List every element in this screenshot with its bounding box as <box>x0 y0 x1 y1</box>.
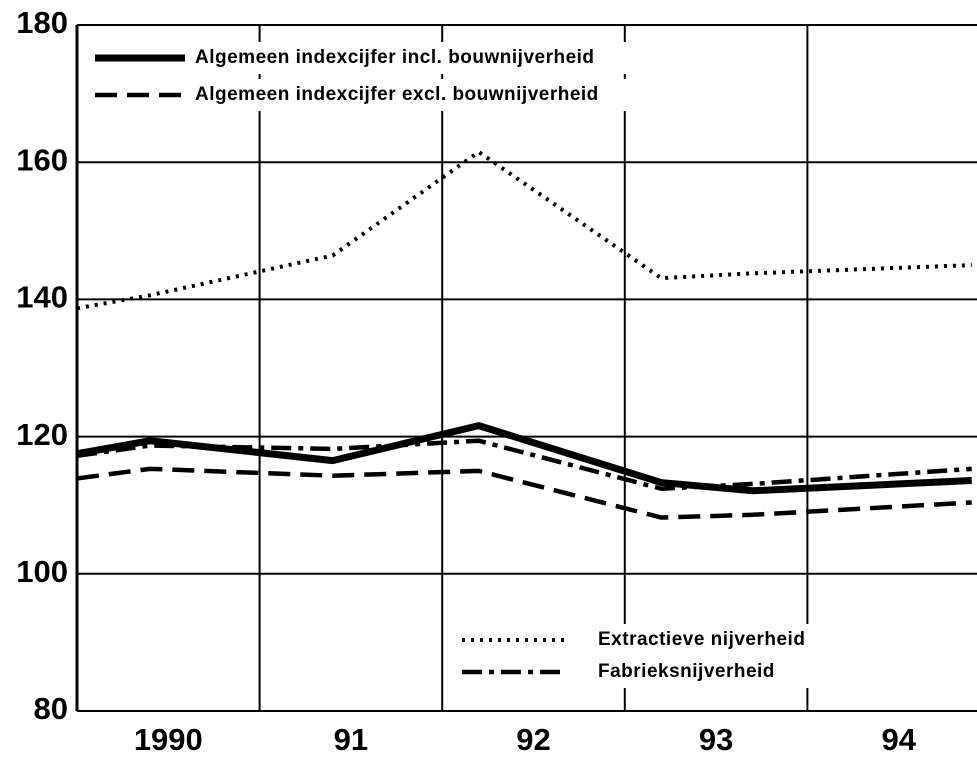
y-tick-label: 160 <box>16 142 68 177</box>
y-tick-label: 140 <box>16 280 68 315</box>
x-tick-label: 93 <box>699 722 733 757</box>
series-line <box>76 438 972 491</box>
x-tick-label: 92 <box>516 722 550 757</box>
series-line <box>76 422 972 495</box>
legend-label: Extractieve nijverheid <box>598 629 805 650</box>
y-tick-label: 100 <box>16 554 68 589</box>
x-tick-label: 91 <box>334 722 368 757</box>
legend-background <box>456 624 862 656</box>
legend-label: Fabrieksnijverheid <box>598 661 775 682</box>
y-tick-label: 180 <box>16 5 68 40</box>
legend-background <box>89 79 709 111</box>
legend-label: Algemeen indexcijfer incl. bouwnijverhei… <box>195 47 595 68</box>
series-line <box>76 466 972 520</box>
y-tick-label: 80 <box>34 691 68 726</box>
x-tick-label: 1990 <box>134 722 203 757</box>
x-tick-label: 94 <box>881 722 916 757</box>
series-line <box>76 149 972 311</box>
y-tick-label: 120 <box>16 417 68 452</box>
legend-label: Algemeen indexcijfer excl. bouwnijverhei… <box>195 84 599 105</box>
legend-background <box>89 42 709 74</box>
legend-background <box>456 656 862 688</box>
